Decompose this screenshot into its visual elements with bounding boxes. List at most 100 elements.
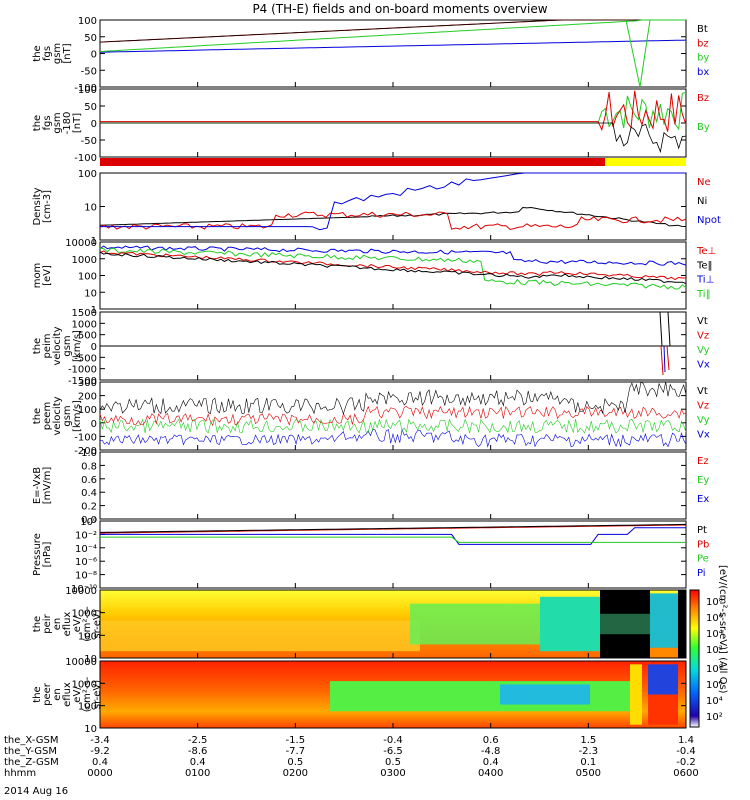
y-axis-label-line: velocity	[52, 326, 63, 365]
y-axis-label-line: the	[32, 686, 43, 702]
x-tick-label: -1.5	[286, 735, 306, 746]
colorbar-ticks: 10⁸ 10⁶ 10⁴ 10² 10⁸ 10⁶ 10⁴ 10²	[706, 597, 723, 723]
y-tick-label: 0	[91, 342, 97, 353]
series-line-pe	[100, 536, 686, 543]
y-axis-label-line: Density	[32, 187, 43, 225]
y-tick-label: 100	[78, 272, 97, 283]
y-tick-label: 100	[78, 405, 97, 416]
y-tick-label: 10000	[65, 657, 97, 668]
y-tick-label: 10000	[65, 238, 97, 249]
legend-entry: Ti‖	[696, 289, 711, 300]
y-tick-label: 1.0	[81, 448, 97, 459]
y-tick-label: 10⁻⁶	[75, 557, 97, 568]
y-tick-label: 10	[84, 288, 97, 299]
y-axis-label-line: eV/	[72, 686, 83, 703]
spectrogram-band	[678, 590, 686, 658]
y-tick-label: 50	[84, 102, 97, 113]
y-tick-label: 1000	[72, 255, 97, 266]
y-axis-label-line: mom	[32, 263, 43, 289]
series-line-vx	[99, 428, 687, 448]
y-tick-label: 10000	[65, 586, 97, 597]
y-axis-label-line: (cm²-s-	[82, 606, 93, 642]
panel-frame	[99, 19, 687, 88]
series-line-bt	[100, 122, 687, 154]
series-line-npot	[100, 172, 686, 231]
y-tick-label: 0	[91, 119, 97, 130]
x-tick-label: 0.4	[190, 757, 206, 768]
series-line-te-par	[99, 251, 687, 284]
y-axis-label-line: the	[32, 115, 43, 131]
y-tick-label: -1500	[68, 376, 97, 387]
colorbar-label: [eV/(cm²-s-sr-eV)] (All Qs)	[717, 565, 728, 694]
y-tick-label: -500	[74, 353, 97, 364]
mode-bar-segment	[100, 158, 605, 166]
series-line-by-spike	[625, 19, 651, 88]
y-axis-label-line: the	[32, 338, 43, 354]
y-tick-label: 1000	[72, 319, 97, 330]
y-tick-label: 100	[78, 169, 97, 180]
y-tick-label: 100	[78, 702, 97, 713]
y-tick-label: 0	[91, 50, 97, 61]
x-tick-label: 0100	[185, 768, 210, 779]
x-axis-labels: the_X-GSMthe_Y-GSMthe_Z-GSMhhmm-3.4-9.20…	[4, 735, 699, 779]
y-tick-label: 0.4	[81, 488, 97, 499]
y-axis-label-line: sr-eV)	[92, 609, 103, 638]
colorbar-tick-label: 10⁴	[706, 629, 723, 640]
panel-efield: 1.0 0.8 0.6 0.4 0.2 0.0 E=-VxB [mV/m] Ez Ey Ex	[32, 448, 709, 526]
spectrogram-band	[600, 613, 650, 635]
spectrogram-band	[650, 647, 678, 658]
series-line-ti-par	[99, 247, 687, 290]
y-tick-label: -100	[74, 153, 97, 164]
x-tick-label: -6.5	[383, 746, 403, 757]
y-tick-label: 200	[78, 392, 97, 403]
panel-peir_spec: 10000 1000 100 10 the peir en eflux eV/(cm²-s-sr…	[32, 586, 687, 665]
x-tick-label: -0.2	[676, 757, 696, 768]
y-axis-label: Density [cm-3]	[32, 187, 53, 225]
x-tick-label: 1.5	[580, 735, 596, 746]
spectrogram-band	[410, 603, 540, 645]
spectrogram-band	[648, 664, 678, 695]
legend-entry: Npot	[697, 215, 721, 226]
x-tick-label: 0.1	[580, 757, 596, 768]
y-axis-label-line: fgs	[42, 115, 53, 130]
y-axis-label-line: -180	[62, 112, 73, 135]
y-axis-label: the peer en eflux eV/(cm²-s-sr-eV)	[32, 676, 103, 712]
y-tick-label: 100	[78, 16, 97, 27]
series-line-ni	[99, 206, 687, 227]
legend-entry: Bt	[697, 24, 708, 35]
colorbar-tick-label: 10⁸	[706, 664, 723, 675]
y-tick-label: -200	[74, 446, 97, 457]
x-tick-label: -0.4	[676, 746, 696, 757]
y-tick-label: 10⁰	[80, 517, 97, 528]
legend-entry: Vy	[697, 415, 710, 426]
x-tick-label: 0400	[478, 768, 503, 779]
series-line-bz	[100, 90, 687, 132]
legend-entry: Te⊥	[696, 246, 716, 257]
y-axis-label-line: the	[32, 616, 43, 632]
series-line-vx-spike	[663, 345, 666, 373]
legend-entry: By	[697, 122, 710, 133]
series-line-ti-perp	[99, 245, 687, 266]
colorbar-tick-label: 10²	[706, 712, 723, 723]
x-tick-label: 0500	[576, 768, 601, 779]
figure-title: P4 (TH-E) fields and on-board moments ov…	[252, 2, 547, 16]
y-tick-label: -50	[81, 66, 97, 77]
series-line-bt	[99, 19, 686, 43]
y-tick-label: 300	[78, 378, 97, 389]
y-axis-label: the peir en eflux eV/(cm²-s-sr-eV)	[32, 606, 103, 642]
y-tick-label: 10	[84, 724, 97, 735]
y-tick-label: 100	[78, 85, 97, 96]
legend-entry: Ti⊥	[696, 275, 714, 286]
legend-entry: bx	[697, 67, 709, 78]
colorbar-tick-label: 10⁶	[706, 613, 723, 624]
y-tick-label: 1	[91, 305, 97, 316]
x-tick-label: -3.4	[90, 735, 110, 746]
spectrogram-band	[650, 593, 678, 648]
legend-entry: Vt	[697, 386, 708, 397]
y-tick-label: 500	[78, 331, 97, 342]
y-axis-label-line: Pressure	[32, 533, 43, 576]
x-tick-label: -8.6	[188, 746, 208, 757]
series-line-by	[99, 19, 686, 52]
